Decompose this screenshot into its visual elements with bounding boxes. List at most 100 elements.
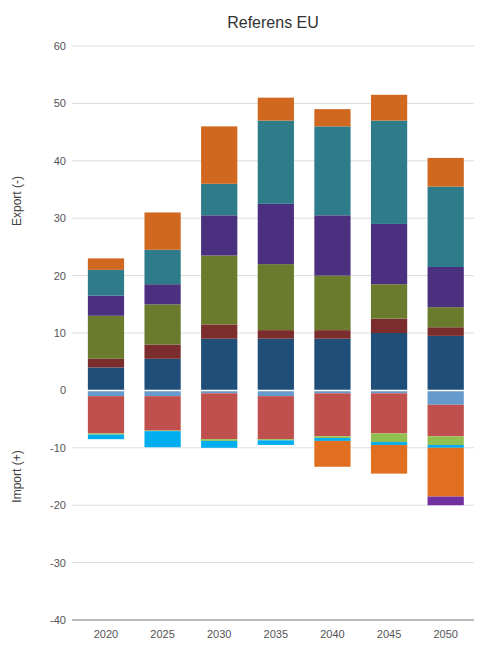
- bar-segment: [314, 276, 350, 331]
- y-axis-label: Export (-): [10, 176, 24, 226]
- bar-segment: [428, 327, 464, 336]
- bar-segment: [258, 440, 294, 445]
- title: Referens EU: [227, 14, 319, 31]
- bar-segment: [88, 396, 124, 433]
- bar-segment: [371, 94, 407, 95]
- chart: -40-30-20-100102030405060202020252030203…: [0, 0, 490, 654]
- bar-segment: [88, 316, 124, 359]
- bar-segment: [258, 97, 294, 98]
- bar-segment: [428, 497, 464, 506]
- bar-segment: [88, 258, 124, 259]
- bar-segment: [371, 121, 407, 224]
- bar-segment: [201, 439, 237, 441]
- y-tick-label: 0: [60, 384, 66, 396]
- bar-segment: [371, 224, 407, 284]
- bar-segment: [314, 109, 350, 110]
- bar-segment: [428, 436, 464, 445]
- bar-segment: [258, 98, 294, 121]
- bar-segment: [88, 270, 124, 296]
- zero-line: [72, 390, 474, 392]
- bar-segment: [88, 296, 124, 316]
- bar-segment: [88, 435, 124, 440]
- y-tick-label: 30: [54, 212, 66, 224]
- bar-segment: [144, 396, 180, 430]
- bar-segment: [201, 339, 237, 391]
- bar-segment: [428, 390, 464, 404]
- x-axis-line: [72, 620, 474, 621]
- bar-segment: [258, 439, 294, 440]
- y-tick-label: -10: [50, 442, 66, 454]
- bar-segment: [144, 212, 180, 213]
- bar-segment: [144, 212, 180, 249]
- y-tick-label: 50: [54, 97, 66, 109]
- bar-segment: [371, 393, 407, 433]
- x-axis: 2020202520302035204020452050: [94, 628, 458, 640]
- bar-segment: [144, 390, 180, 396]
- bar-segment: [371, 433, 407, 442]
- bar-segment: [144, 284, 180, 304]
- y-axis: -40-30-20-100102030405060: [50, 40, 66, 626]
- bar-segment: [201, 256, 237, 325]
- bar-segment: [314, 393, 350, 436]
- bar-segment: [314, 215, 350, 275]
- grid: [72, 46, 474, 620]
- bar-segment: [258, 97, 294, 98]
- bar-segment: [428, 158, 464, 187]
- bar-segment: [428, 267, 464, 307]
- bar-segment: [371, 333, 407, 390]
- y-tick-label: 10: [54, 327, 66, 339]
- bar-segment: [258, 396, 294, 439]
- bar-segment: [371, 319, 407, 333]
- bar-segment: [201, 324, 237, 338]
- bar-segment: [258, 204, 294, 264]
- bar-segment: [144, 304, 180, 344]
- y-tick-label: -30: [50, 557, 66, 569]
- bar-segment: [201, 126, 237, 183]
- bar-segment: [428, 405, 464, 437]
- grid-line: [72, 46, 474, 47]
- bar-segment: [428, 445, 464, 448]
- bar-segment: [371, 445, 407, 474]
- y-tick-label: -20: [50, 499, 66, 511]
- bar-segment: [88, 390, 124, 396]
- bar-segment: [314, 441, 350, 467]
- bar-segment: [144, 344, 180, 358]
- y-tick-label: 40: [54, 155, 66, 167]
- bar-segment: [144, 359, 180, 391]
- bar-segment: [371, 95, 407, 121]
- bar-segment: [258, 390, 294, 396]
- x-tick-label: 2030: [207, 628, 231, 640]
- bar-segment: [314, 330, 350, 339]
- bar-segment: [144, 431, 180, 447]
- bar-segment: [314, 126, 350, 215]
- x-tick-label: 2020: [94, 628, 118, 640]
- x-tick-label: 2050: [433, 628, 457, 640]
- x-tick-label: 2025: [150, 628, 174, 640]
- bar-segment: [314, 438, 350, 441]
- bar-segment: [201, 441, 237, 448]
- bars: [88, 95, 464, 505]
- bar-segment: [201, 126, 237, 127]
- bar-segment: [88, 258, 124, 259]
- bar-segment: [428, 307, 464, 327]
- grid-line: [72, 562, 474, 563]
- bar-segment: [201, 393, 237, 439]
- bar-segment: [314, 436, 350, 438]
- bar-segment: [258, 121, 294, 204]
- y-tick-label: -40: [50, 614, 66, 626]
- bar-segment: [88, 258, 124, 269]
- bar-segment: [258, 330, 294, 339]
- grid-line: [72, 447, 474, 448]
- bar-segment: [144, 212, 180, 213]
- bar-segment: [371, 284, 407, 318]
- x-tick-label: 2035: [264, 628, 288, 640]
- y-axis-label: Import (+): [10, 450, 24, 502]
- bar-segment: [428, 187, 464, 267]
- bar-segment: [201, 184, 237, 216]
- bar-segment: [314, 339, 350, 391]
- bar-segment: [258, 339, 294, 391]
- grid-line: [72, 505, 474, 506]
- bar-segment: [88, 359, 124, 368]
- bar-segment: [88, 367, 124, 390]
- bar-segment: [144, 250, 180, 284]
